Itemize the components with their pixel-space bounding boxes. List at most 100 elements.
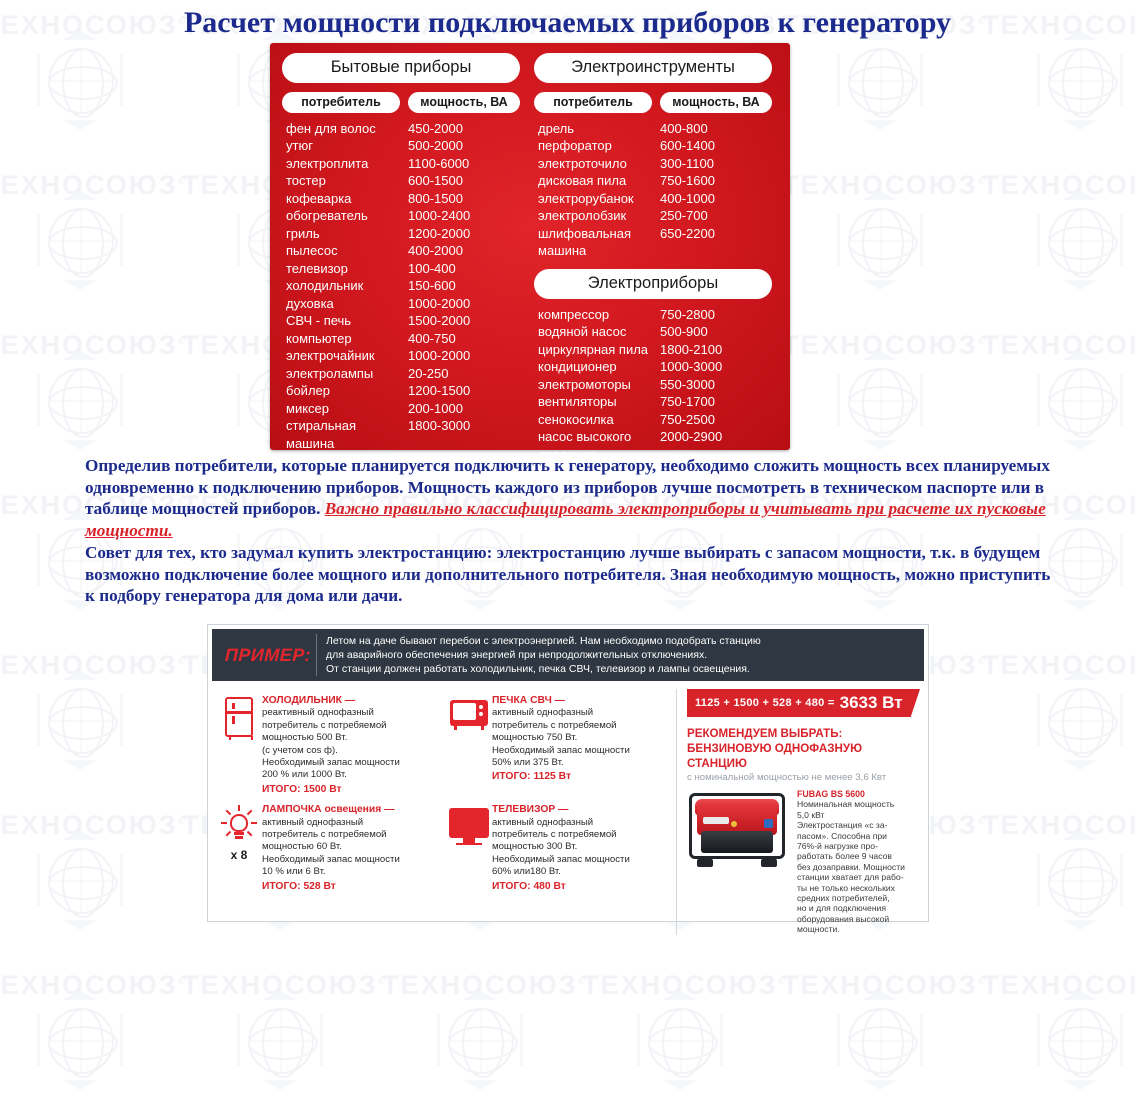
generator-socket — [764, 819, 773, 828]
table-row: компрессор 750-2800 — [534, 306, 772, 324]
cell-power: 600-1500 — [408, 173, 463, 189]
cell-consumer: давления — [538, 446, 596, 462]
cell-power: 1100-6000 — [408, 155, 470, 171]
col-header-consumer-tools: потребитель — [534, 91, 652, 113]
example-item-grid: ХОЛОДИЛЬНИК — реактивный однофазный потреб… — [216, 689, 676, 895]
table-row: водяной насос 500-900 — [534, 323, 772, 341]
cell-consumer: электролампы — [286, 365, 374, 381]
cell-power: 750-1600 — [660, 173, 715, 189]
generator-spec-line: Электростанция «с за- — [797, 820, 888, 831]
table-row: пылесос 400-2000 — [282, 242, 520, 260]
generator-leg-left — [697, 859, 713, 867]
table-row: тостер 600-1500 — [282, 172, 520, 190]
cell-power: 1000-3000 — [660, 359, 723, 375]
watermark-tile: ТЕХНОСОЮЗ® — [0, 960, 200, 1120]
cell-consumer: СВЧ - печь — [286, 313, 352, 329]
cell-power: 1200-2000 — [408, 225, 471, 241]
table-row: вентиляторы 750-1700 — [534, 393, 772, 411]
cell-consumer: шлифовальная — [538, 225, 631, 241]
cell-consumer: водяной насос — [538, 324, 627, 340]
cell-consumer: кофеварка — [286, 190, 352, 206]
cell-consumer: стиральная — [286, 418, 356, 434]
example-item: x 8 ЛАМПОЧКА освещения — активный однофазн… — [216, 798, 446, 895]
cell-power: 1800-3000 — [408, 418, 471, 434]
generator-spec-line: 5,0 кВт — [797, 809, 825, 820]
cell-consumer: насос высокого — [538, 429, 632, 445]
example-item-desc-line: потребитель с потребяемой — [492, 829, 617, 841]
cell-consumer: дисковая пила — [538, 173, 627, 189]
cell-consumer: машина — [286, 435, 335, 451]
table-row: фен для волос 450-2000 — [282, 120, 520, 138]
generator-leg-right — [761, 859, 777, 867]
cell-consumer: обогреватель — [286, 208, 368, 224]
example-item: ПЕЧКА СВЧ — активный однофазный потребител… — [446, 689, 676, 798]
generator-block: FUBAG BS 5600 Номинальная мощность 5,0 кВ… — [687, 789, 920, 935]
example-item: ХОЛОДИЛЬНИК — реактивный однофазный потреб… — [216, 689, 446, 798]
subheader-household: потребитель мощность, ВА — [282, 91, 520, 113]
cell-consumer: сенокосилка — [538, 411, 614, 427]
section-header-household: Бытовые приборы — [282, 53, 520, 83]
cell-consumer: компрессор — [538, 306, 610, 322]
tv-icon — [449, 808, 489, 846]
generator-spec-line: работать более 9 часов — [797, 851, 892, 862]
example-item-icon: x 8 — [216, 804, 262, 893]
cell-consumer: электрочайник — [286, 348, 375, 364]
generator-model: FUBAG BS 5600 — [797, 789, 865, 799]
example-item-desc-line: 200 % или 1000 Вт. — [262, 769, 347, 781]
example-item-desc-line: активный однофазный — [492, 707, 594, 719]
example-item-desc-line: мощностью 500 Вт. — [262, 732, 348, 744]
cell-power: 400-1000 — [660, 190, 715, 206]
cell-power: 450-2000 — [408, 120, 463, 136]
cell-consumer: миксер — [286, 400, 329, 416]
example-item-desc-line: Необходимый запас мощности — [262, 853, 400, 865]
watermark-tile: ТЕХНОСОЮЗ® — [782, 960, 1000, 1120]
table-row: утюг 500-2000 — [282, 137, 520, 155]
cell-power: 400-750 — [408, 330, 456, 346]
table-row: электроплита 1100-6000 — [282, 155, 520, 173]
cell-power: 1000-2400 — [408, 208, 471, 224]
cell-power: 1200-1500 — [408, 383, 471, 399]
table-row: стиральная 1800-3000 — [282, 417, 520, 435]
cell-consumer: утюг — [286, 138, 313, 154]
cell-power — [660, 242, 764, 260]
generator-frame — [689, 793, 785, 859]
generator-knob — [731, 821, 737, 827]
paragraph-2: Совет для тех, кто задумал купить электр… — [85, 543, 1051, 605]
example-item-body: ХОЛОДИЛЬНИК — реактивный однофазный потреб… — [262, 695, 400, 796]
cell-power: 650-2200 — [660, 225, 715, 241]
cell-consumer: электролобзик — [538, 208, 627, 224]
cell-consumer: фен для волос — [286, 120, 376, 136]
example-intro: Летом на даче бывают перебои с электроэн… — [316, 633, 761, 677]
watermark-tile: ТЕХНОСОЮЗ® — [382, 960, 600, 1120]
cell-power: 400-2000 — [408, 243, 463, 259]
example-item-desc-line: Необходимый запас мощности — [492, 853, 630, 865]
cell-power: 500-2000 — [408, 138, 463, 154]
cell-power: 20-250 — [408, 365, 449, 381]
microwave-icon — [450, 700, 488, 730]
example-label: ПРИМЕР: — [224, 644, 312, 665]
table-row: электролобзик 250-700 — [534, 207, 772, 225]
cell-power: 250-700 — [660, 208, 708, 224]
table-row: циркулярная пила 1800-2100 — [534, 341, 772, 359]
example-item-desc-line: Необходимый запас мощности — [492, 744, 630, 756]
example-item-desc-line: 10 % или 6 Вт. — [262, 866, 326, 878]
generator-spec-lines: Номинальная мощность 5,0 кВт Электростанци… — [797, 799, 905, 934]
power-table: Бытовые приборы потребитель мощность, ВА… — [270, 43, 790, 462]
cell-consumer: бойлер — [286, 383, 330, 399]
cell-consumer: машина — [538, 243, 587, 259]
example-panel: ПРИМЕР: Летом на даче бывают перебои с э… — [207, 624, 929, 935]
cell-power: 750-2500 — [660, 411, 715, 427]
generator-spec-line: пасом». Способна при — [797, 830, 887, 841]
col-header-power: мощность, ВА — [408, 91, 520, 113]
generator-panel — [703, 817, 729, 824]
table-row: давления — [534, 446, 772, 464]
generator-spec-line: Номинальная мощность — [797, 799, 895, 810]
table-row: обогреватель 1000-2400 — [282, 207, 520, 225]
cell-consumer: гриль — [286, 225, 320, 241]
example-item-desc-line: Необходимый запас мощности — [262, 757, 400, 769]
generator-description: FUBAG BS 5600 Номинальная мощность 5,0 кВ… — [791, 789, 905, 935]
cell-consumer: перфоратор — [538, 138, 612, 154]
cell-consumer: холодильник — [286, 278, 364, 294]
table-row: машина — [282, 435, 520, 453]
example-item-body: ПЕЧКА СВЧ — активный однофазный потребител… — [492, 695, 630, 796]
